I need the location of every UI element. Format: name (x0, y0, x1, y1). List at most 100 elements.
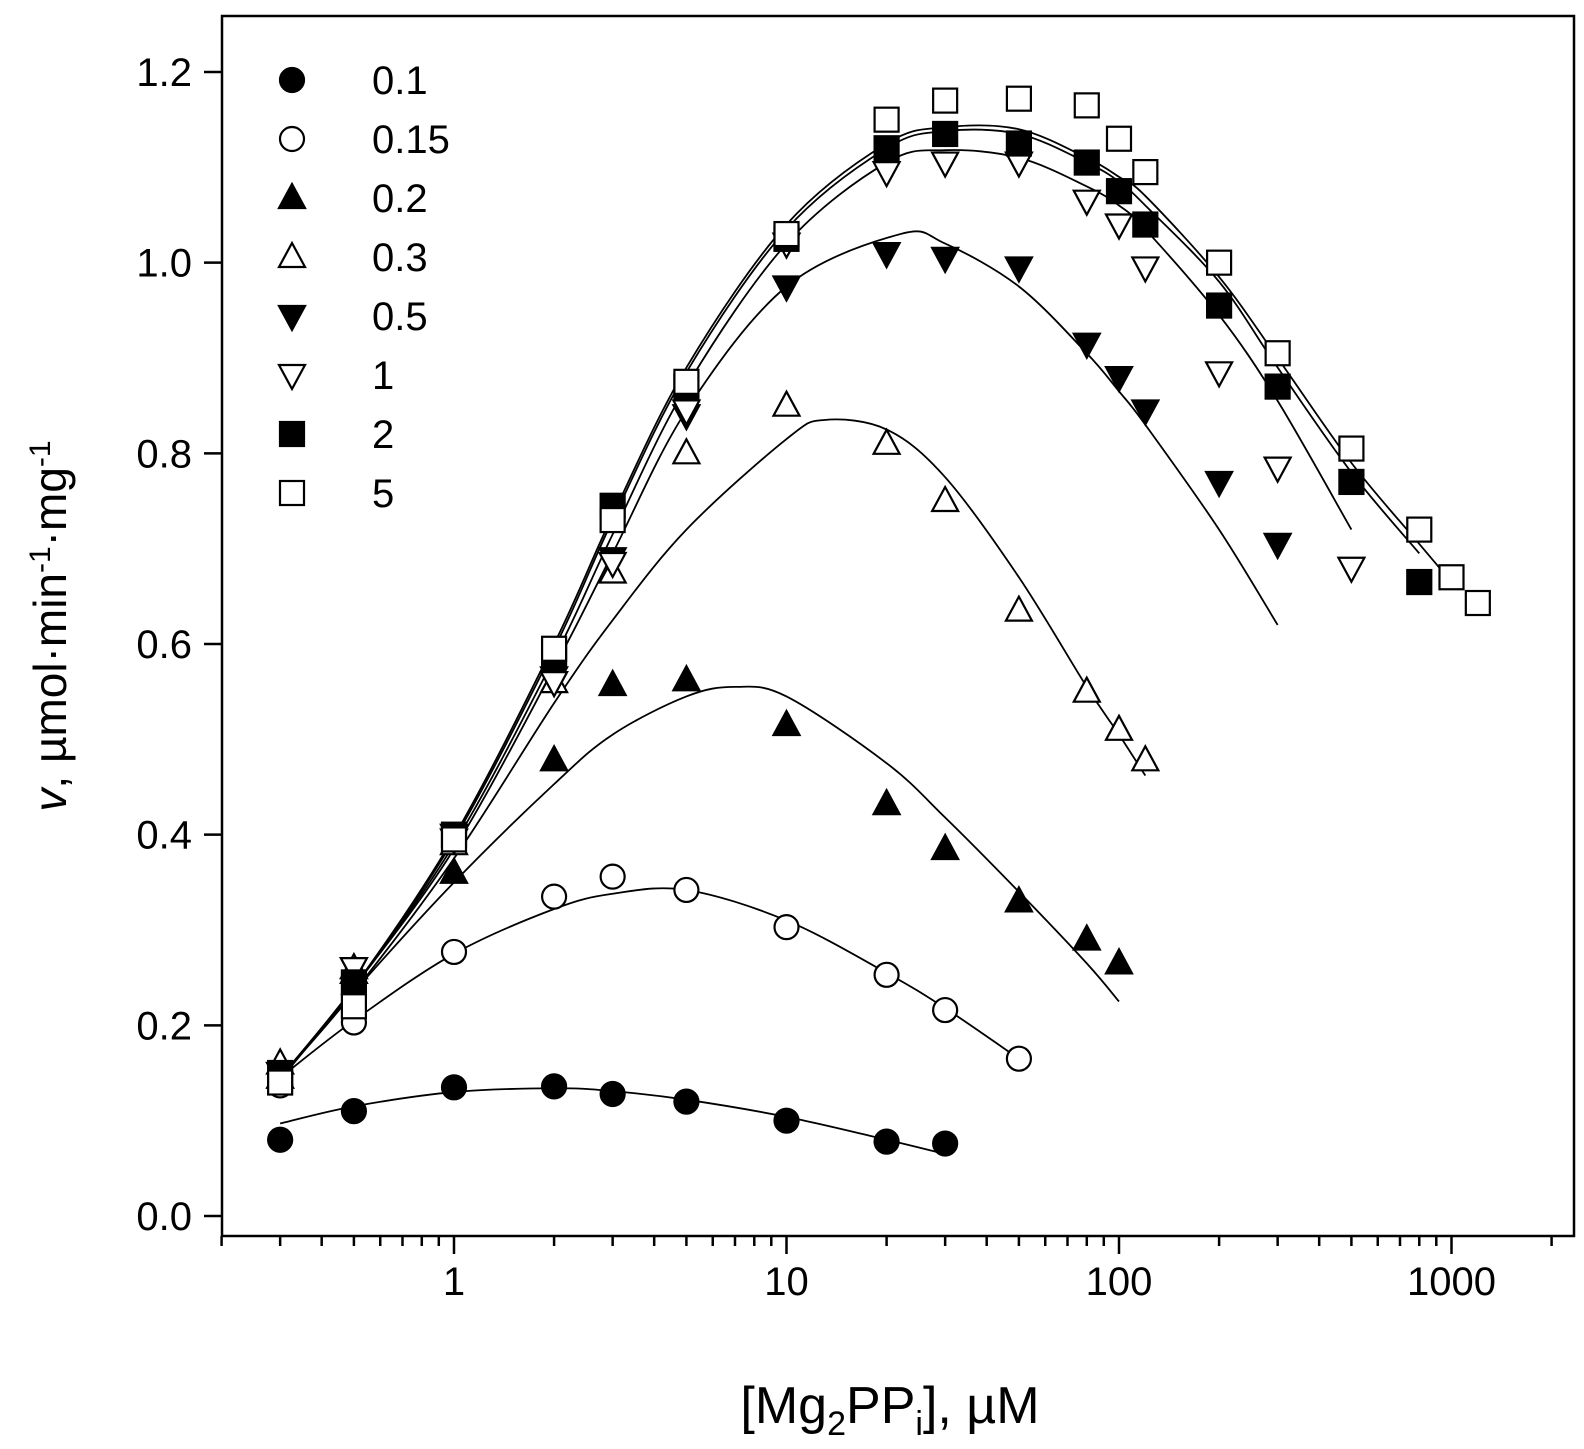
data-point (1071, 332, 1102, 361)
series-0.3 (265, 389, 1161, 1075)
data-point (267, 1126, 294, 1153)
data-point (671, 663, 702, 692)
x-tick-label: 100 (1086, 1260, 1153, 1304)
data-point (873, 135, 900, 162)
data-point (1130, 743, 1161, 772)
x-axis: 1 10 100 1000 (220, 1236, 1553, 1304)
legend-label: 0.3 (372, 236, 428, 280)
fit-curve-5 (279, 124, 1453, 1079)
data-point (873, 961, 900, 988)
data-point (1438, 564, 1465, 591)
data-point (540, 883, 568, 910)
x-tick-label: 10 (764, 1260, 809, 1304)
x-tick-label: 1 (443, 1260, 465, 1304)
data-point (930, 246, 960, 275)
fit-lines (279, 124, 1453, 1155)
data-point (930, 151, 960, 179)
data-point (1338, 435, 1365, 462)
data-point (932, 996, 959, 1024)
data-point (267, 1069, 294, 1096)
data-point (1004, 256, 1034, 284)
data-point (539, 671, 569, 699)
legend-marker (277, 240, 307, 269)
fit-curve-0.5 (279, 230, 1279, 1079)
data-point (932, 1130, 959, 1157)
data-point (1464, 589, 1491, 617)
data-point (1071, 675, 1102, 703)
data-point (1264, 340, 1291, 367)
data-point (1005, 1045, 1033, 1072)
data-point (871, 242, 902, 270)
series-0.5 (265, 242, 1293, 1090)
data-point (1262, 456, 1293, 484)
y-axis: 0.0 0.2 0.4 0.6 0.8 1.0 1.2 (136, 51, 222, 1239)
y-axis-label: v, µmol·min-1·mg-1 (24, 440, 76, 811)
legend: 0.1 0.15 0.2 0.3 0.5 1 2 5 (277, 59, 450, 516)
data-point (932, 87, 959, 114)
data-point (771, 389, 802, 417)
data-point (932, 120, 959, 148)
legend-marker (278, 125, 306, 153)
data-point (1406, 568, 1433, 596)
y-tick-label: 0.8 (136, 432, 192, 476)
data-point (1073, 92, 1100, 119)
data-point (673, 876, 700, 904)
data-point (773, 1107, 800, 1134)
data-point (1205, 292, 1233, 319)
data-point (540, 1073, 568, 1100)
data-point (773, 914, 800, 941)
data-point (599, 506, 626, 534)
data-point (1071, 189, 1102, 218)
data-point (1204, 470, 1234, 499)
y-tick-label: 0.4 (136, 814, 192, 858)
data-point (1105, 178, 1133, 205)
data-point (1130, 399, 1161, 427)
data-point (1004, 885, 1034, 913)
data-point (873, 106, 900, 133)
data-point (340, 993, 368, 1020)
data-point (1130, 256, 1161, 284)
series-5 (267, 85, 1491, 1096)
legend-label: 0.15 (372, 118, 450, 162)
series-0.1 (267, 1073, 959, 1157)
data-point (1071, 923, 1102, 951)
y-tick-label: 1.0 (136, 242, 192, 286)
data-point (871, 787, 902, 816)
data-point (599, 863, 626, 890)
data-point (1004, 594, 1034, 622)
data-point (771, 275, 802, 303)
legend-label: 2 (372, 413, 394, 457)
data-point (1073, 149, 1100, 176)
data-point (1205, 249, 1233, 276)
data-point (673, 1088, 700, 1115)
legend-marker (277, 363, 307, 392)
data-point (1104, 713, 1134, 741)
y-tick-label: 1.2 (136, 51, 192, 95)
data-point (1336, 556, 1367, 585)
legend-label: 1 (372, 354, 394, 398)
series-0.15 (267, 863, 1033, 1099)
legend-marker (278, 479, 306, 507)
fit-curve-1 (279, 149, 1353, 1079)
legend-label: 5 (372, 472, 394, 516)
data-point (930, 832, 960, 861)
data-point (1104, 947, 1134, 975)
data-point (599, 1080, 626, 1108)
data-point (1338, 468, 1365, 496)
series-2 (267, 120, 1433, 1087)
y-tick-label: 0.2 (136, 1004, 192, 1048)
fit-curve-0.3 (279, 418, 1147, 1079)
y-tick-label: 0.6 (136, 623, 192, 667)
data-point (1264, 373, 1291, 400)
data-point (340, 1098, 368, 1125)
data-point (771, 708, 802, 737)
legend-label: 0.1 (372, 59, 428, 103)
data-point (1104, 213, 1134, 241)
data-point (1204, 361, 1234, 389)
y-tick-label: 0.0 (136, 1195, 192, 1239)
data-point (773, 220, 800, 248)
x-axis-label: [Mg2PPi], µM (740, 1377, 1039, 1443)
data-markers (265, 85, 1491, 1157)
data-point (1104, 365, 1134, 394)
data-point (539, 743, 569, 772)
